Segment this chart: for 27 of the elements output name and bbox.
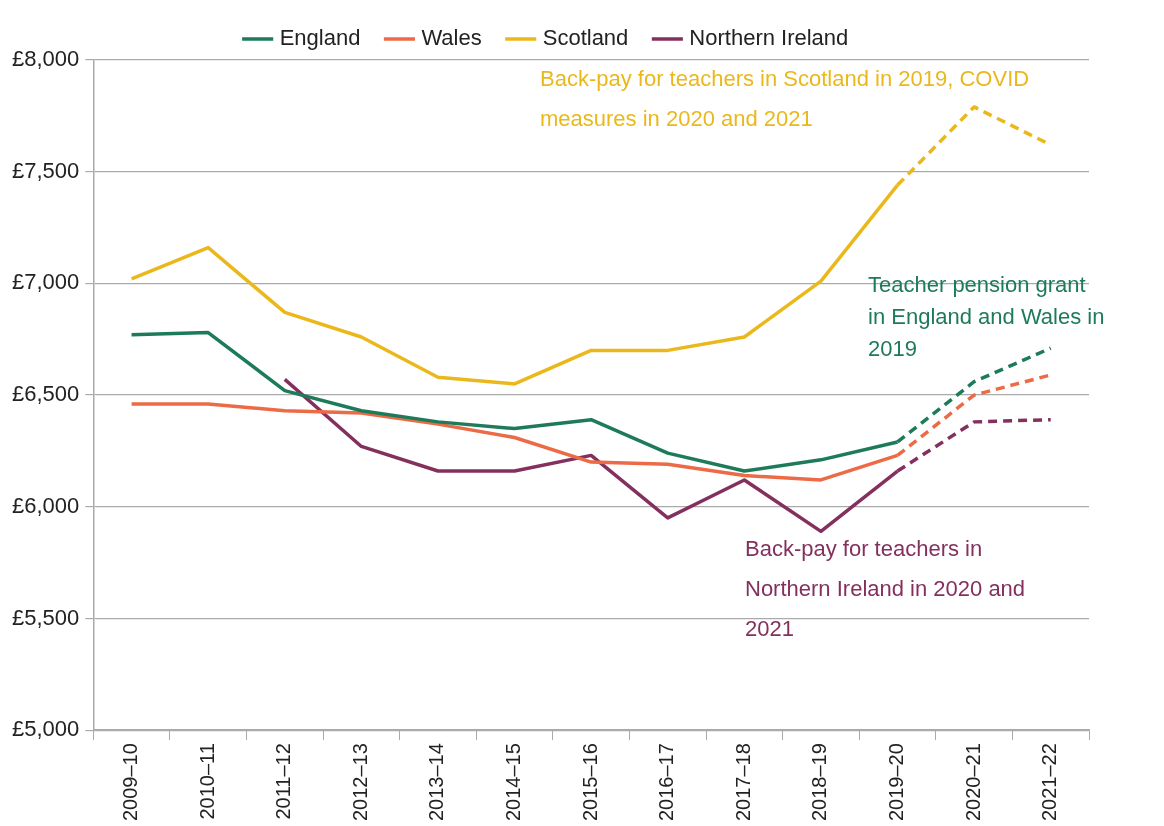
legend-label: Scotland [542,25,629,51]
y-tick-label: £5,500 [11,604,80,630]
y-tick-label: £6,000 [11,492,80,518]
legend-label: England [279,25,361,51]
x-tick-label: 2018–19 [808,743,831,822]
annotation: Back-pay for teachers in Northern Ireland in 2020 and 2021 [745,536,1026,642]
x-tick-label: 2010–11 [195,743,218,820]
x-tick-label: 2021–22 [1038,743,1061,822]
y-tick-label: £7,000 [11,269,80,295]
y-tick-label: £7,500 [11,157,80,183]
y-tick-label: £6,500 [11,381,80,407]
x-tick-label: 2012–13 [348,743,371,822]
x-tick-label: 2013–14 [425,743,448,822]
x-tick-label: 2009–10 [119,743,142,822]
x-tick-label: 2016–17 [655,743,678,822]
y-tick-label: £8,000 [11,46,80,72]
x-tick-label: 2020–21 [961,743,984,822]
annotation: Teacher pension grant in England and Wales in 2019 [868,272,1105,362]
x-tick-label: 2015–16 [578,743,601,822]
y-tick-label: £5,000 [11,716,80,742]
x-tick-label: 2019–20 [885,743,908,822]
x-tick-label: 2017–18 [731,743,754,822]
annotation: Back-pay for teachers in Scotland in 2019, COVID measures in 2020 and 2021 [540,66,1030,132]
x-tick-label: 2014–15 [502,743,525,822]
x-tick-label: 2011–12 [272,743,295,820]
legend-label: Wales [421,25,482,51]
legend-label: Northern Ireland [689,25,849,51]
